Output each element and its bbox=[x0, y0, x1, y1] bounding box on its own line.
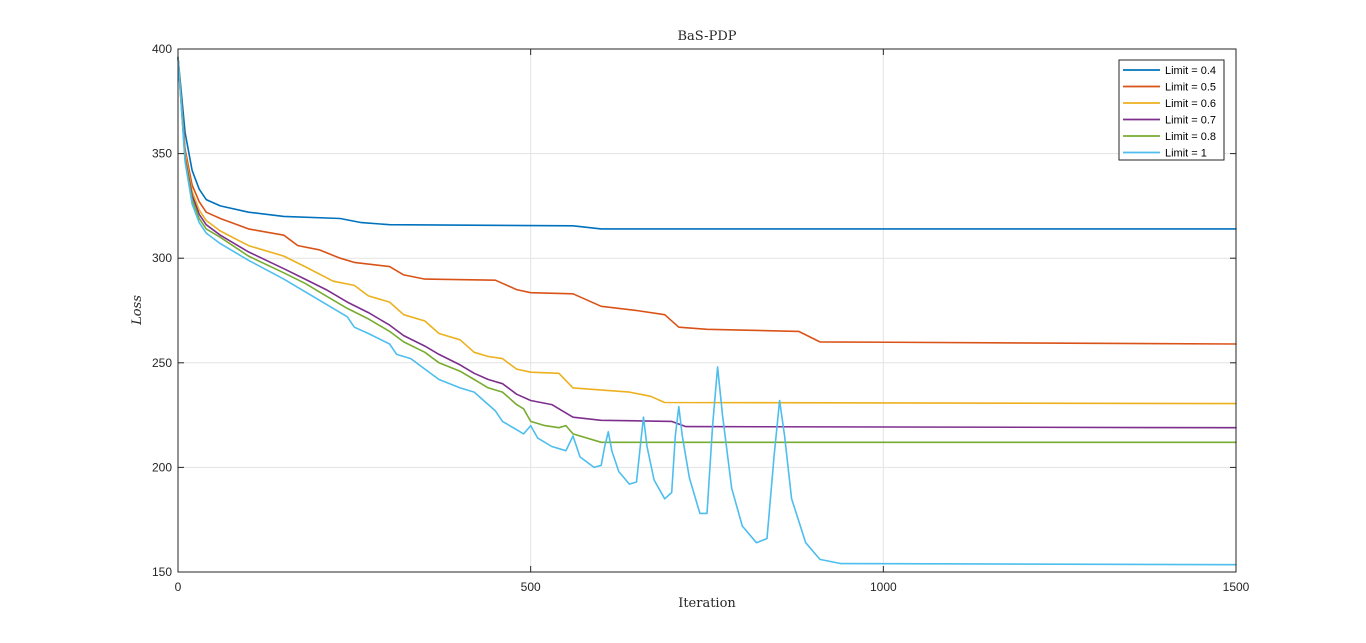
plot-area bbox=[178, 49, 1236, 572]
y-tick-label: 250 bbox=[152, 356, 172, 370]
series-line-2 bbox=[177, 56, 1237, 345]
legend-label: Limit = 0.7 bbox=[1165, 115, 1216, 127]
x-tick-label: 500 bbox=[521, 580, 541, 594]
legend-label: Limit = 0.4 bbox=[1165, 65, 1216, 77]
axis-ticks: 0 500 1000 1500 150 200 250 300 350 400 bbox=[152, 42, 1250, 594]
legend: Limit = 0.4 Limit = 0.5 Limit = 0.6 Limit =… bbox=[1118, 59, 1225, 161]
legend-label: Limit = 1 bbox=[1165, 148, 1207, 160]
x-tick-label: 1500 bbox=[1223, 580, 1250, 594]
y-axis-label: Loss bbox=[130, 295, 145, 326]
series-line-5 bbox=[177, 56, 1237, 444]
y-tick-label: 350 bbox=[152, 147, 172, 161]
legend-label: Limit = 0.6 bbox=[1165, 98, 1216, 110]
y-tick-label: 200 bbox=[152, 460, 172, 474]
chart-title: BaS-PDP bbox=[678, 29, 737, 44]
series-group bbox=[177, 56, 1237, 566]
series-line-6 bbox=[177, 56, 1237, 566]
plot-frame bbox=[177, 48, 1237, 573]
series-line-1 bbox=[177, 56, 1237, 230]
x-tick-label: 1000 bbox=[870, 580, 897, 594]
grid bbox=[178, 49, 1236, 572]
x-tick-label: 0 bbox=[175, 580, 182, 594]
x-axis-label: Iteration bbox=[678, 596, 736, 611]
y-tick-label: 300 bbox=[152, 251, 172, 265]
legend-entries: Limit = 0.4 Limit = 0.5 Limit = 0.6 Limit =… bbox=[1123, 65, 1216, 160]
series-line-4 bbox=[177, 56, 1237, 429]
y-tick-label: 150 bbox=[152, 565, 172, 579]
series-line-3 bbox=[177, 56, 1237, 405]
y-tick-label: 400 bbox=[152, 42, 172, 56]
legend-label: Limit = 0.5 bbox=[1165, 82, 1216, 94]
legend-box bbox=[1118, 59, 1225, 161]
legend-label: Limit = 0.8 bbox=[1165, 131, 1216, 143]
